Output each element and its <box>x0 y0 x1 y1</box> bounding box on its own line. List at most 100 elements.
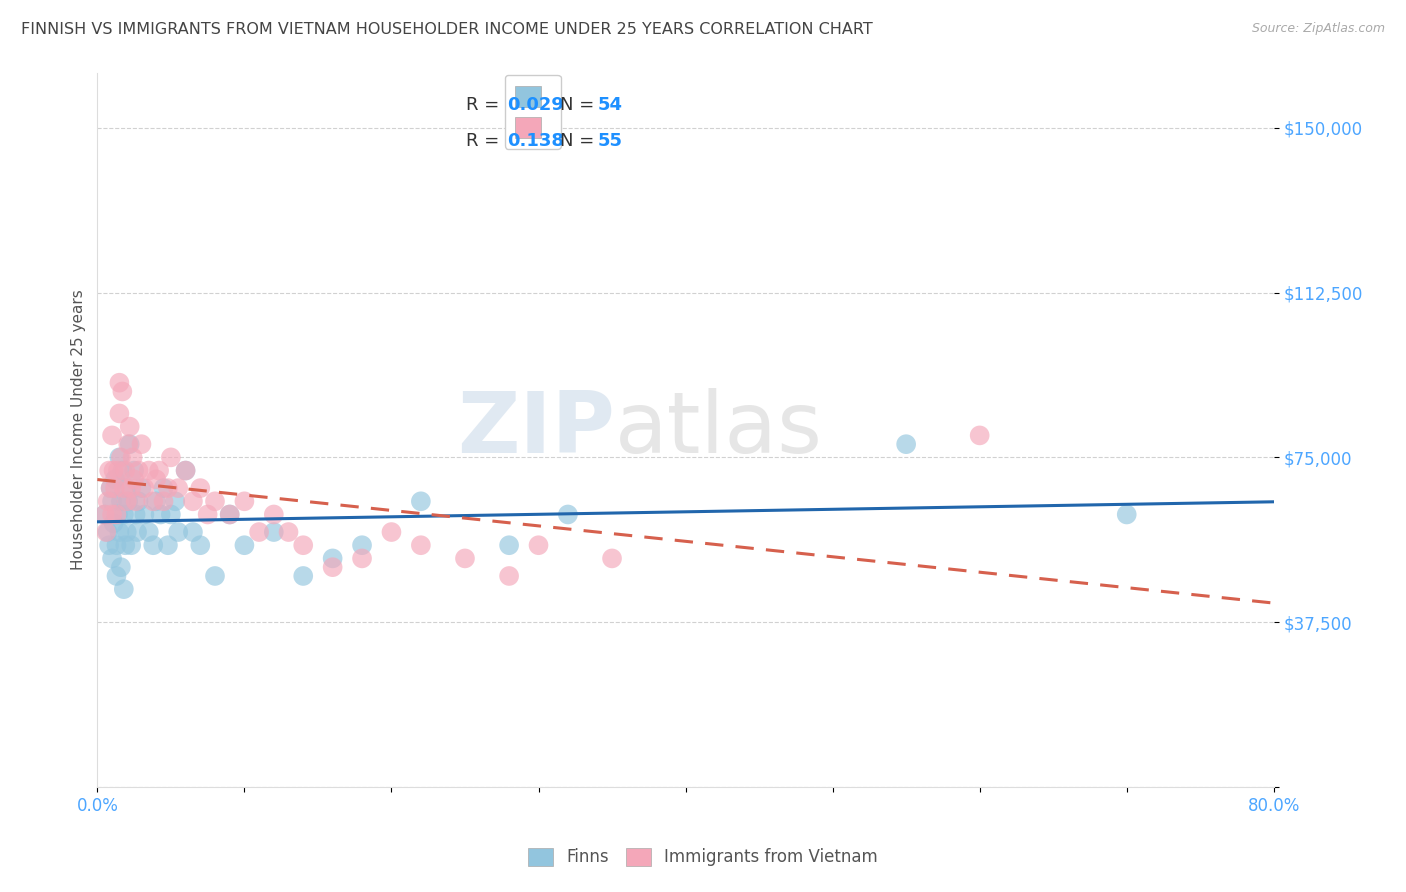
Point <box>108 376 131 390</box>
Point <box>103 464 125 478</box>
Point <box>152 481 174 495</box>
Point <box>218 508 240 522</box>
Point <box>174 464 197 478</box>
Point <box>197 508 219 522</box>
Point <box>96 524 118 539</box>
Point <box>120 481 142 495</box>
Point <box>98 538 121 552</box>
Point <box>131 437 153 451</box>
Point <box>165 494 187 508</box>
Point <box>128 494 150 508</box>
Point <box>160 508 183 522</box>
Point <box>322 551 344 566</box>
Point <box>111 464 134 478</box>
Text: FINNISH VS IMMIGRANTS FROM VIETNAM HOUSEHOLDER INCOME UNDER 25 YEARS CORRELATION: FINNISH VS IMMIGRANTS FROM VIETNAM HOUSE… <box>21 22 873 37</box>
Point <box>557 508 579 522</box>
Point <box>118 437 141 451</box>
Legend: , : , <box>505 75 561 149</box>
Point <box>121 450 143 465</box>
Point <box>498 538 520 552</box>
Point <box>97 524 120 539</box>
Point <box>600 551 623 566</box>
Point <box>112 508 135 522</box>
Point <box>167 524 190 539</box>
Point <box>263 508 285 522</box>
Point <box>134 508 156 522</box>
Text: N =: N = <box>560 132 600 150</box>
Point <box>167 481 190 495</box>
Point <box>110 560 132 574</box>
Point <box>107 508 129 522</box>
Point <box>233 494 256 508</box>
Point <box>97 494 120 508</box>
Point <box>352 551 374 566</box>
Point <box>104 481 127 495</box>
Point <box>131 481 153 495</box>
Point <box>107 464 129 478</box>
Point <box>204 569 226 583</box>
Point <box>277 524 299 539</box>
Point <box>120 538 142 552</box>
Point <box>152 494 174 508</box>
Point <box>112 481 135 495</box>
Point <box>352 538 374 552</box>
Point <box>156 538 179 552</box>
Text: R =: R = <box>465 132 505 150</box>
Point <box>969 428 991 442</box>
Point <box>105 538 128 552</box>
Point <box>93 508 115 522</box>
Point <box>111 384 134 399</box>
Point <box>409 494 432 508</box>
Y-axis label: Householder Income Under 25 years: Householder Income Under 25 years <box>72 290 86 570</box>
Point <box>98 464 121 478</box>
Point <box>498 569 520 583</box>
Point <box>204 494 226 508</box>
Point <box>380 524 402 539</box>
Point <box>118 419 141 434</box>
Point <box>527 538 550 552</box>
Text: 0.029: 0.029 <box>506 96 564 114</box>
Point <box>181 524 204 539</box>
Point <box>110 450 132 465</box>
Text: 55: 55 <box>598 132 623 150</box>
Text: 0.138: 0.138 <box>506 132 564 150</box>
Point <box>100 481 122 495</box>
Point <box>122 472 145 486</box>
Point <box>145 472 167 486</box>
Text: N =: N = <box>560 96 600 114</box>
Point <box>108 450 131 465</box>
Point <box>233 538 256 552</box>
Point <box>148 464 170 478</box>
Point <box>322 560 344 574</box>
Point <box>1115 508 1137 522</box>
Point <box>108 524 131 539</box>
Point <box>149 508 172 522</box>
Point <box>101 551 124 566</box>
Point <box>263 524 285 539</box>
Point <box>138 464 160 478</box>
Point <box>122 464 145 478</box>
Point <box>105 508 128 522</box>
Point <box>292 538 315 552</box>
Point <box>103 516 125 531</box>
Point <box>156 481 179 495</box>
Point <box>218 508 240 522</box>
Point <box>138 524 160 539</box>
Point <box>114 464 136 478</box>
Point <box>101 494 124 508</box>
Point <box>894 437 917 451</box>
Point <box>114 538 136 552</box>
Point <box>101 428 124 442</box>
Legend: Finns, Immigrants from Vietnam: Finns, Immigrants from Vietnam <box>520 839 886 875</box>
Point <box>188 481 211 495</box>
Point <box>115 481 138 495</box>
Point <box>454 551 477 566</box>
Point <box>108 406 131 420</box>
Text: 54: 54 <box>598 96 623 114</box>
Point <box>174 464 197 478</box>
Point <box>110 494 132 508</box>
Point <box>115 494 138 508</box>
Point <box>100 481 122 495</box>
Point <box>142 538 165 552</box>
Point <box>409 538 432 552</box>
